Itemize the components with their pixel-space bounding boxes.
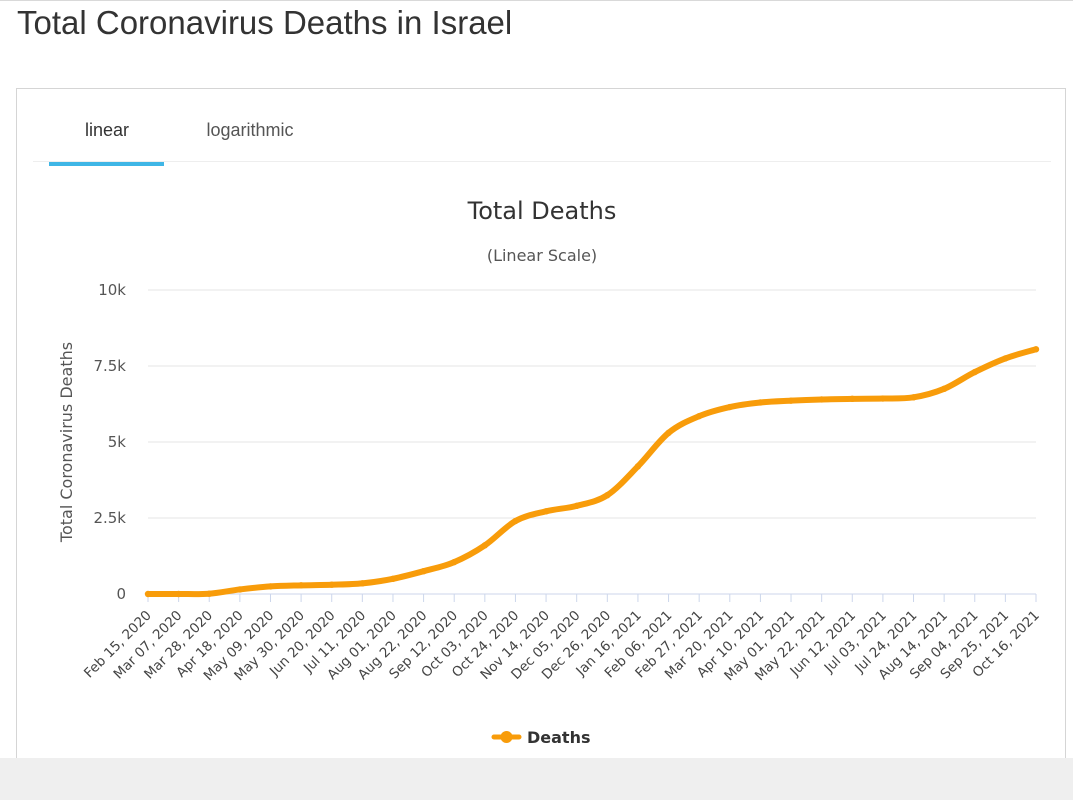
data-point — [971, 368, 978, 376]
tab-linear[interactable]: linear — [84, 120, 130, 140]
data-point — [144, 590, 152, 598]
data-point — [328, 581, 335, 588]
series-line-deaths — [145, 346, 1039, 598]
legend-marker-icon — [500, 731, 513, 743]
chart-panel: linear logarithmic — [16, 88, 1066, 788]
data-point — [726, 403, 733, 411]
data-point — [695, 412, 703, 420]
data-point — [420, 568, 427, 575]
data-point — [634, 463, 642, 470]
y-tick-label: 10k — [98, 281, 126, 299]
data-point — [236, 586, 244, 593]
data-point — [818, 396, 825, 403]
data-point — [297, 582, 305, 589]
data-point — [389, 575, 397, 582]
data-point — [1002, 355, 1009, 362]
data-point — [573, 502, 580, 510]
data-point — [604, 492, 611, 499]
y-tick-label: 2.5k — [93, 509, 126, 527]
data-point — [879, 395, 887, 402]
y-axis-label: Total Coronavirus Deaths — [57, 342, 76, 543]
data-point — [359, 580, 366, 587]
data-point — [542, 508, 550, 515]
data-point — [267, 583, 274, 590]
data-point — [451, 558, 458, 566]
data-point — [481, 542, 489, 549]
data-point — [910, 394, 917, 401]
data-point — [787, 397, 795, 404]
data-point — [940, 385, 948, 392]
data-point — [206, 590, 213, 597]
data-point — [849, 395, 856, 403]
tab-bar: linear logarithmic — [33, 89, 1051, 166]
active-tab-indicator — [49, 162, 164, 166]
data-point — [757, 399, 764, 406]
chart-title: Total Deaths — [467, 197, 617, 225]
tab-logarithmic[interactable]: logarithmic — [206, 120, 294, 140]
legend-item-deaths: Deaths — [527, 728, 591, 747]
y-tick-label: 0 — [116, 585, 126, 603]
data-point — [512, 517, 519, 525]
y-tick-label: 5k — [108, 433, 127, 451]
y-tick-label: 7.5k — [93, 357, 126, 375]
data-point — [665, 429, 672, 437]
page-title: Total Coronavirus Deaths in Israel — [17, 4, 513, 41]
data-point — [1032, 346, 1040, 353]
top-rule — [0, 0, 1073, 1]
chart-subtitle: (Linear Scale) — [487, 246, 597, 265]
data-point — [175, 590, 182, 598]
footer-band — [0, 758, 1073, 800]
